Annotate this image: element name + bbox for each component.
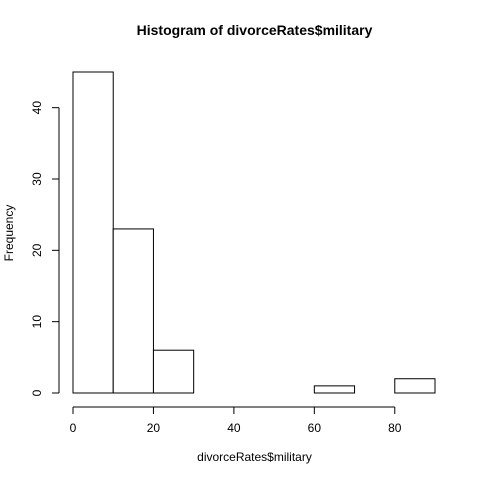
x-tick-label-0: 0 [70,421,77,435]
y-tick-label-0: 0 [30,389,44,396]
x-tick-label-40: 40 [227,421,241,435]
y-axis-label: Frequency [2,205,16,262]
histogram-bars [72,71,436,394]
x-tick-label-60: 60 [308,421,322,435]
histogram-bar-10-20 [112,228,154,394]
x-axis-label: divorceRates$military [197,450,312,464]
chart-title: Histogram of divorceRates$military [137,22,373,38]
histogram-bar-80-90 [394,378,436,394]
x-axis: 0 20 40 60 80 [70,406,402,435]
y-tick-label-40: 40 [30,101,44,115]
histogram-bar-0-10 [72,71,114,394]
histogram-bar-20-30 [152,349,195,394]
y-tick-label-10: 10 [30,315,44,329]
histogram-bar-60-70 [313,385,356,394]
y-tick-label-30: 30 [30,172,44,186]
x-tick-label-20: 20 [147,421,161,435]
y-tick-label-20: 20 [30,243,44,257]
x-tick-label-80: 80 [388,421,402,435]
y-axis: 0 10 20 30 40 [30,101,60,396]
